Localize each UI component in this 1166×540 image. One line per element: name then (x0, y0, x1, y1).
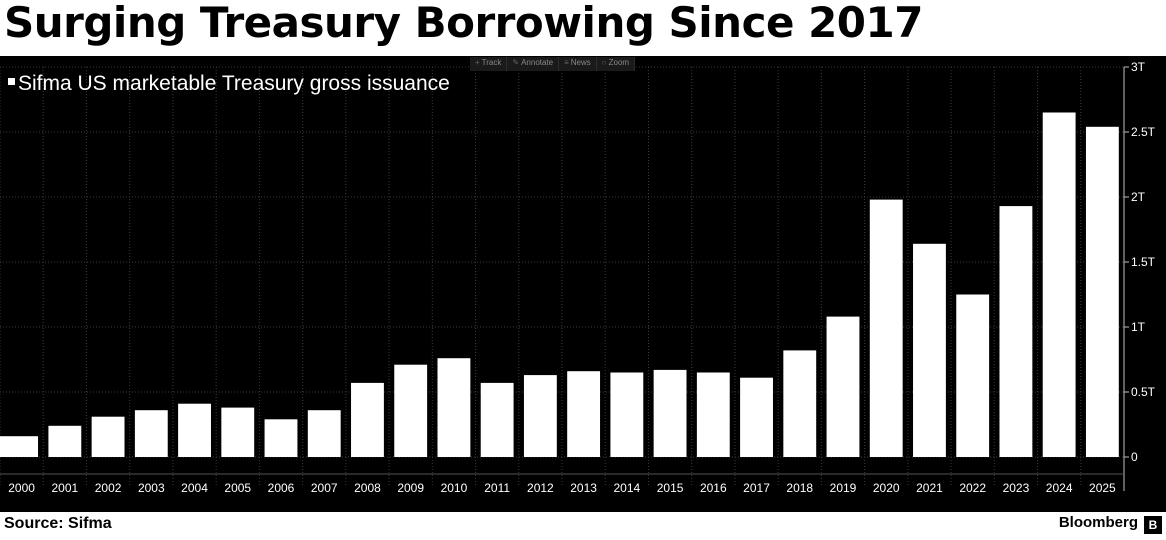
x-tick-label: 2005 (224, 481, 251, 495)
x-tick-label: 2006 (268, 481, 295, 495)
bar-2023 (999, 206, 1033, 457)
y-tick-label: 1T (1131, 320, 1146, 334)
x-tick-label: 2001 (51, 481, 78, 495)
legend-swatch (8, 77, 15, 85)
y-tick-label: 2.5T (1131, 125, 1156, 139)
bar-2004 (178, 403, 211, 457)
track-button[interactable]: + Track (470, 57, 508, 71)
y-tick-label: 3T (1131, 60, 1146, 74)
bar-2015 (653, 369, 687, 457)
source-note: Source: Sifma (4, 515, 112, 532)
news-label: News (570, 58, 591, 67)
annotate-button[interactable]: ✎ Annotate (507, 57, 560, 71)
chart-toolbar: + Track ✎ Annotate ≡ News ○ Zoom (470, 57, 636, 71)
bar-2016 (696, 372, 730, 457)
magnifier-icon: ○ (601, 58, 607, 67)
bloomberg-logo-icon: B (1144, 516, 1162, 534)
x-tick-label: 2019 (830, 481, 857, 495)
x-tick-label: 2000 (8, 481, 35, 495)
zoom-label: Zoom (608, 58, 630, 67)
x-tick-label: 2007 (311, 481, 338, 495)
bar-2018 (783, 350, 817, 457)
x-tick-label: 2009 (397, 481, 424, 495)
x-tick-label: 2003 (138, 481, 165, 495)
x-tick-label: 2022 (959, 481, 986, 495)
bar-2019 (826, 316, 860, 457)
bar-2006 (264, 419, 298, 457)
bar-2011 (480, 382, 514, 457)
news-icon: ≡ (564, 58, 569, 67)
chart-title: Surging Treasury Borrowing Since 2017 (4, 0, 923, 47)
x-tick-label: 2012 (527, 481, 554, 495)
bar-2007 (307, 410, 341, 457)
bar-2013 (567, 371, 601, 457)
y-tick-label: 0.5T (1131, 385, 1156, 399)
x-tick-label: 2011 (484, 481, 510, 495)
x-tick-label: 2002 (95, 481, 122, 495)
bar-2005 (221, 407, 255, 457)
news-button[interactable]: ≡ News (559, 57, 597, 71)
bar-2000 (0, 436, 39, 457)
y-tick-label: 0 (1131, 450, 1138, 464)
bar-2025 (1085, 126, 1119, 458)
brand-name: Bloomberg (1058, 514, 1138, 531)
x-tick-label: 2010 (441, 481, 468, 495)
bar-2022 (956, 294, 990, 457)
track-label: Track (481, 58, 502, 67)
crosshair-icon: + (475, 58, 480, 67)
x-tick-label: 2025 (1089, 481, 1116, 495)
x-tick-label: 2004 (181, 481, 208, 495)
x-tick-label: 2017 (743, 481, 770, 495)
pencil-icon: ✎ (512, 58, 520, 67)
bar-2009 (394, 364, 428, 457)
title-bar: Surging Treasury Borrowing Since 2017 (0, 0, 1166, 56)
footer: Source: Sifma Bloomberg B (0, 512, 1166, 540)
chart-plot: 0 0.5T 1T 1.5T 2T 2.5T 3T 2000 2001 2002 2003 2004 2… (0, 60, 1156, 495)
bar-2014 (610, 372, 644, 457)
bar-2020 (869, 199, 903, 457)
bar-2008 (351, 382, 384, 457)
bar-2021 (913, 243, 946, 457)
bar-2024 (1042, 112, 1076, 457)
x-tick-label: 2021 (916, 481, 943, 495)
x-tick-label: 2013 (570, 481, 597, 495)
x-tick-label: 2016 (700, 481, 727, 495)
bar-2010 (437, 358, 471, 457)
x-tick-label: 2014 (613, 481, 640, 495)
x-tick-label: 2024 (1046, 481, 1073, 495)
bar-2017 (740, 377, 773, 457)
x-tick-label: 2023 (1003, 481, 1030, 495)
x-tick-label: 2015 (657, 481, 684, 495)
annotate-label: Annotate (521, 58, 554, 67)
bar-2003 (134, 410, 168, 457)
y-tick-label: 1.5T (1131, 255, 1156, 269)
bar-2001 (48, 425, 82, 457)
chart-legend: Sifma US marketable Treasury gross issua… (8, 72, 450, 96)
y-tick-label: 2T (1131, 190, 1146, 204)
bar-2002 (91, 416, 125, 457)
legend-label: Sifma US marketable Treasury gross issua… (18, 72, 450, 95)
chart-panel: 0 0.5T 1T 1.5T 2T 2.5T 3T 2000 2001 2002 2003 2004 2… (0, 56, 1166, 512)
bar-2012 (523, 375, 557, 457)
x-tick-label: 2008 (354, 481, 381, 495)
x-tick-label: 2018 (786, 481, 813, 495)
zoom-button[interactable]: ○ Zoom (597, 57, 636, 71)
x-tick-label: 2020 (873, 481, 900, 495)
